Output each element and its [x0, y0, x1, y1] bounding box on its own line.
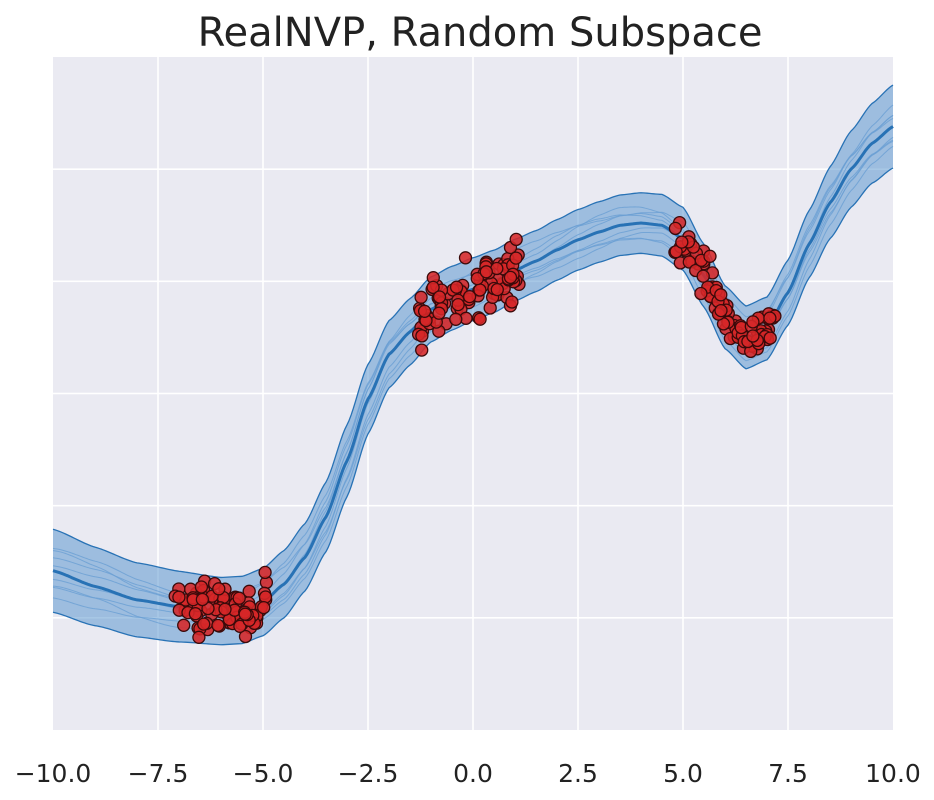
data-point — [462, 289, 477, 304]
data-point — [258, 565, 272, 580]
data-point — [211, 618, 225, 633]
x-tick-label: −2.5 — [338, 759, 399, 788]
data-point — [696, 269, 710, 283]
band-upper-edge — [52, 84, 894, 579]
data-point — [473, 283, 487, 297]
data-point — [763, 331, 777, 345]
data-point — [188, 607, 203, 621]
data-point — [432, 290, 447, 304]
x-tick-label: −10.0 — [15, 759, 92, 788]
x-axis-ticks: −10.0 −7.5 −5.0 −2.5 0.0 2.5 5.0 7.5 10.0 — [15, 759, 921, 788]
data-point — [426, 280, 440, 295]
data-point — [238, 607, 252, 621]
data-point — [483, 301, 497, 315]
data-point — [197, 617, 211, 631]
data-point — [212, 582, 226, 596]
data-point — [415, 329, 429, 343]
data-point — [746, 329, 760, 343]
data-point — [479, 265, 493, 279]
chart-title: RealNVP, Random Subspace — [198, 10, 763, 56]
x-tick-label: 0.0 — [453, 759, 493, 788]
data-point — [703, 249, 717, 263]
x-tick-label: −5.0 — [233, 759, 294, 788]
data-point — [714, 288, 728, 302]
data-point — [233, 619, 247, 633]
data-point — [675, 235, 689, 249]
x-tick-label: 10.0 — [865, 759, 921, 788]
data-point — [192, 630, 206, 644]
data-point — [449, 280, 464, 294]
data-points — [168, 215, 782, 644]
data-point — [490, 282, 504, 297]
x-tick-label: −7.5 — [128, 759, 189, 788]
data-point — [432, 306, 446, 320]
data-point — [470, 271, 484, 286]
data-point — [257, 600, 271, 615]
data-point — [238, 629, 253, 644]
data-point — [505, 295, 519, 309]
data-point — [218, 602, 232, 616]
data-point — [714, 303, 728, 318]
data-point — [473, 312, 487, 326]
data-point — [232, 591, 246, 605]
data-point — [414, 290, 428, 304]
data-point — [451, 297, 465, 312]
x-tick-label: 7.5 — [768, 759, 808, 788]
data-point — [509, 232, 523, 247]
data-point — [194, 580, 209, 594]
data-point — [458, 251, 473, 265]
data-point — [694, 286, 708, 301]
data-point — [417, 304, 432, 318]
x-tick-label: 2.5 — [558, 759, 598, 788]
data-point — [195, 592, 210, 607]
x-tick-label: 5.0 — [663, 759, 703, 788]
data-point — [177, 618, 191, 632]
data-point — [668, 221, 683, 236]
data-point — [172, 590, 186, 604]
data-point — [503, 270, 518, 285]
data-point — [415, 343, 429, 357]
data-point — [746, 315, 760, 329]
data-point — [509, 251, 523, 265]
data-point — [449, 312, 463, 326]
data-point — [669, 245, 683, 259]
data-point — [763, 311, 777, 325]
